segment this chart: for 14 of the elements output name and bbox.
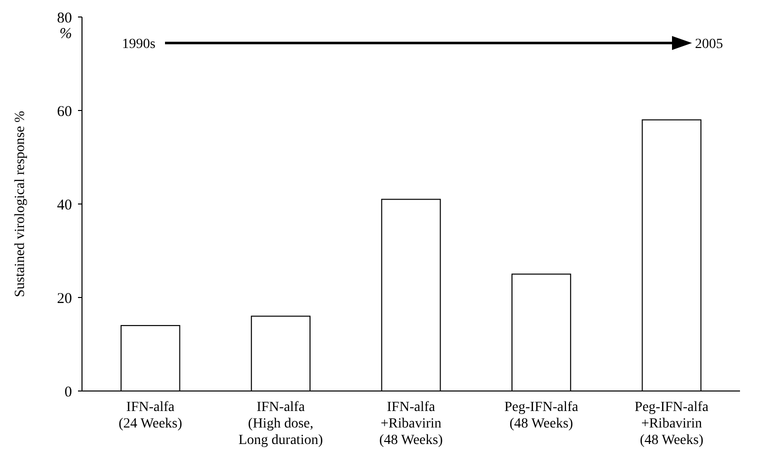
y-tick-label: 80 [57,10,72,26]
text: % [60,26,72,42]
y-tick-label: 40 [57,197,72,214]
x-tick-label: IFN-alfa +Ribavirin (48 Weeks) [379,400,444,448]
y-axis-title: Sustained virological response % [13,110,28,298]
x-tick-label: Peg-IFN-alfa (48 Weeks) [504,400,580,432]
x-tick-label: Peg-IFN-alfa +Ribavirin (48 Weeks) [634,400,710,448]
x-tick-label: IFN-alfa (High dose, Long duration) [238,400,324,448]
annotation: 1990s [122,37,156,52]
y-tick-label: 0 [64,384,72,400]
y-tick-label: 60 [57,104,72,120]
x-tick-label: IFN-alfa (24 Weeks) [118,400,183,432]
y-tick-label: 20 [57,290,72,307]
annotation: 2005 [695,37,723,52]
